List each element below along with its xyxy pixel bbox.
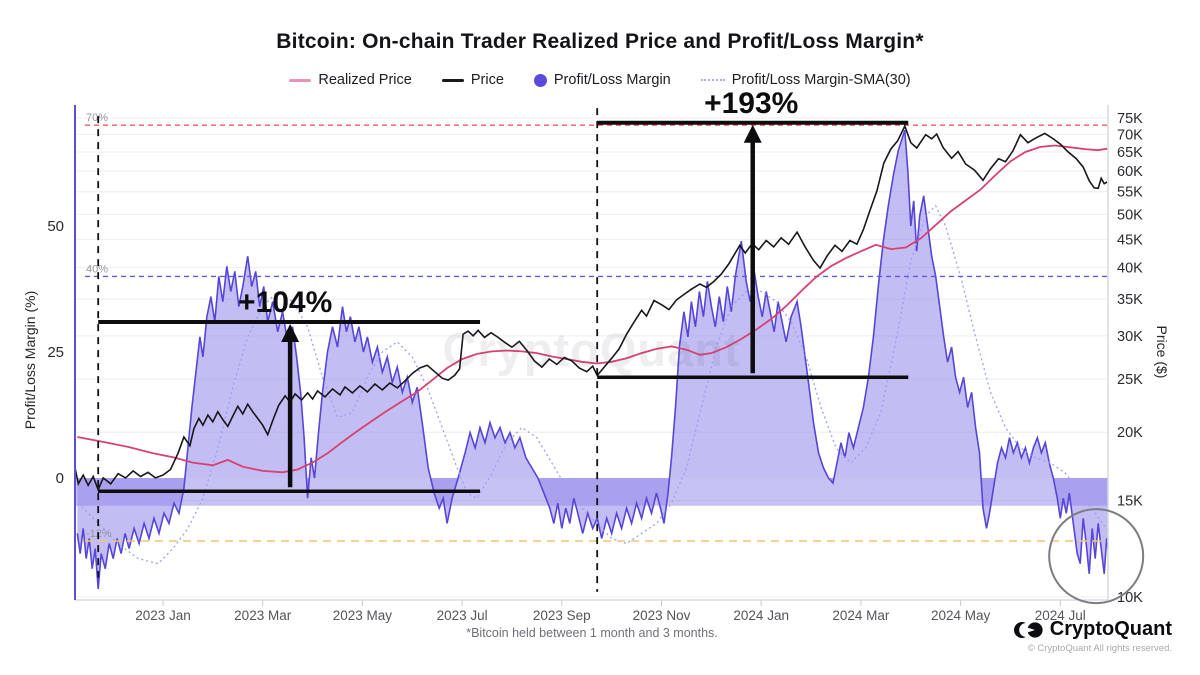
annotation-label: +104% (238, 286, 332, 319)
legend-label: Profit/Loss Margin-SMA(30) (731, 72, 911, 88)
x-tick: 2023 Nov (633, 608, 691, 623)
x-tick: 2024 Jul (1035, 608, 1086, 623)
realized-price-line (77, 144, 1108, 474)
margin-dot-swatch-icon (533, 73, 547, 87)
x-tick: 2024 May (931, 608, 991, 623)
x-tick: 2023 Sep (533, 608, 591, 623)
x-tick: 2023 May (333, 608, 393, 623)
annotation-arrow-head (743, 124, 762, 143)
y-left-tick: 50 (47, 218, 64, 235)
branding: CryptoQuant © CryptoQuant All rights res… (1013, 618, 1172, 654)
y-right-tick: 35K (1117, 292, 1143, 308)
annotation-label: +193% (704, 87, 798, 120)
legend-item-margin: Profit/Loss Margin (533, 72, 671, 88)
price-line (75, 124, 1108, 492)
brand-name: CryptoQuant (1049, 618, 1172, 640)
brand-copyright: © CryptoQuant All rights reserved. (1027, 643, 1172, 654)
y-right-tick: 45K (1117, 232, 1143, 248)
y-left-tick: 25 (47, 344, 64, 361)
highlight-circle (1048, 508, 1145, 605)
y-right-tick: 40K (1117, 260, 1143, 276)
price-swatch-icon (441, 78, 464, 82)
guide-line-label: 70% (86, 112, 108, 124)
x-tick: 2023 Mar (234, 608, 292, 623)
y-right-tick: 60K (1117, 164, 1143, 180)
legend-label: Realized Price (318, 72, 412, 88)
y-right-tick: 70K (1117, 127, 1143, 143)
x-tick: 2024 Mar (832, 608, 890, 623)
margin-outline (76, 129, 1108, 589)
legend-item-price: Price (441, 72, 504, 88)
realized-price-swatch-icon (289, 78, 312, 82)
y-right-tick: 25K (1117, 372, 1143, 388)
y-right-tick: 75K (1117, 111, 1143, 127)
legend-item-margin-sma: Profit/Loss Margin-SMA(30) (700, 72, 911, 88)
legend-label: Price (470, 72, 504, 88)
x-tick: 2023 Jan (135, 608, 191, 623)
y-right-tick: 20K (1117, 425, 1143, 441)
guide-line-label: 40% (86, 263, 108, 275)
legend-label: Profit/Loss Margin (553, 72, 671, 88)
plot-area (75, 117, 1108, 598)
legend-item-realized-price: Realized Price (289, 72, 412, 88)
margin-sma-line (77, 204, 1108, 565)
footnote: *Bitcoin held between 1 month and 3 mont… (466, 626, 718, 640)
y-right-tick: 55K (1117, 185, 1143, 201)
y-right-tick: 15K (1117, 494, 1143, 510)
x-tick: 2023 Jul (437, 608, 488, 623)
cryptoquant-logo-icon (1013, 621, 1043, 638)
margin-area (77, 130, 1108, 589)
annotation-arrow-head (281, 323, 300, 342)
y-right-tick: 10K (1117, 590, 1143, 606)
x-tick: 2024 Jan (733, 608, 789, 623)
margin-sma-swatch-icon (700, 79, 725, 81)
y-right-tick: 30K (1117, 329, 1143, 345)
y-left-tick: 0 (56, 470, 64, 487)
chart-title: Bitcoin: On-chain Trader Realized Price … (276, 30, 924, 53)
y-right-tick: 50K (1117, 207, 1143, 223)
y-right-tick: 65K (1117, 145, 1143, 161)
chart-legend: Realized Price Price Profit/Loss Margin … (0, 72, 1200, 88)
